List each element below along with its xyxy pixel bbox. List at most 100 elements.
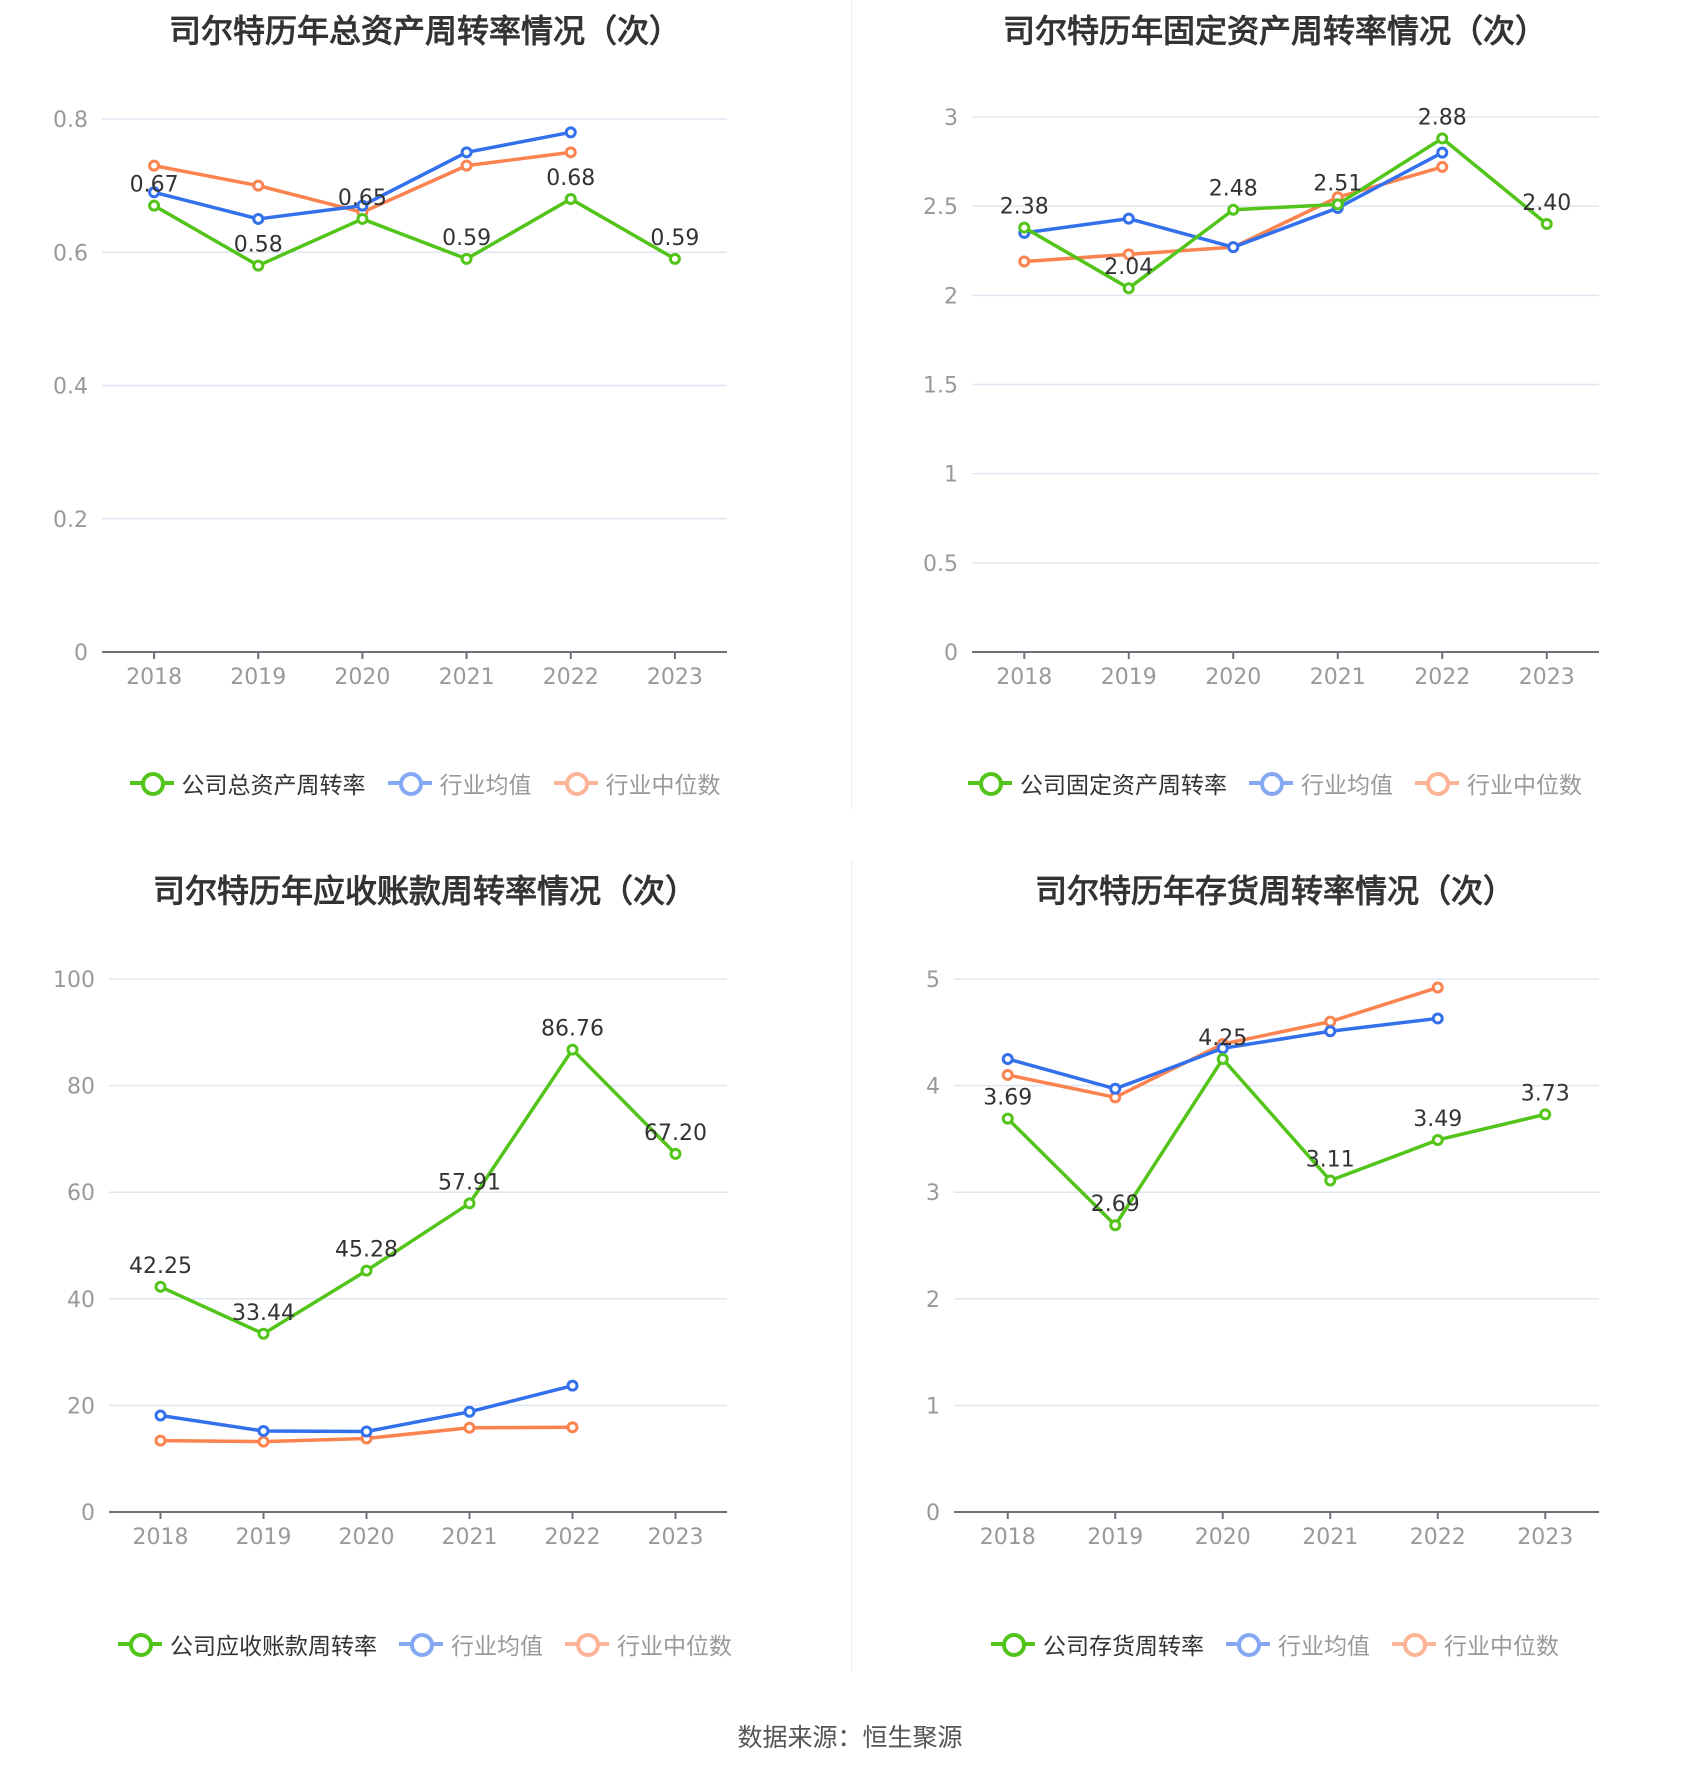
industry-avg-series-point[interactable]	[1436, 146, 1449, 159]
data-label: 42.25	[129, 1254, 192, 1279]
industry-avg-series-point[interactable]	[1324, 1025, 1337, 1038]
legend: 公司应收账款周转率 行业均值 行业中位数	[0, 1627, 850, 1661]
industry-avg-series-point[interactable]	[1227, 241, 1240, 254]
company-series-point[interactable]	[566, 1043, 579, 1056]
industry-median-series-point[interactable]	[1122, 248, 1135, 261]
legend-item-industry-avg-series[interactable]: 行业均值	[1226, 1627, 1370, 1661]
company-series-point[interactable]	[1122, 282, 1135, 295]
industry-median-series-point[interactable]	[463, 1421, 476, 1434]
industry-median-series-point[interactable]	[1436, 160, 1449, 173]
company-series-point[interactable]	[1227, 203, 1240, 216]
x-tick-label: 2023	[648, 1525, 704, 1550]
legend-item-industry-median-series[interactable]: 行业中位数	[565, 1627, 732, 1661]
company-series-point[interactable]	[1324, 1174, 1337, 1187]
legend-label: 行业均值	[439, 773, 532, 799]
legend-label: 行业中位数	[1467, 773, 1582, 799]
legend: 公司固定资产周转率 行业均值 行业中位数	[850, 766, 1700, 800]
legend-item-industry-median-series[interactable]: 行业中位数	[1415, 766, 1582, 800]
y-tick-label: 5	[926, 968, 940, 993]
industry-median-series-point[interactable]	[154, 1434, 167, 1447]
company-series-line	[1006, 1057, 1546, 1227]
data-label: 2.51	[1313, 171, 1362, 196]
legend-item-industry-median-series[interactable]: 行业中位数	[1392, 1627, 1559, 1661]
x-tick-label: 2022	[545, 1525, 601, 1550]
data-label: 0.67	[130, 173, 179, 198]
legend: 公司总资产周转率 行业均值 行业中位数	[0, 766, 850, 800]
company-series-line	[1023, 136, 1548, 290]
company-series-point[interactable]	[1436, 132, 1449, 145]
company-series-point[interactable]	[1216, 1052, 1229, 1065]
data-label: 2.40	[1522, 191, 1571, 216]
industry-avg-series-point[interactable]	[356, 199, 369, 212]
company-series-point[interactable]	[668, 252, 681, 265]
x-tick-label: 2020	[334, 665, 390, 690]
company-series-point[interactable]	[463, 1197, 476, 1210]
industry-avg-series-point[interactable]	[1001, 1052, 1014, 1065]
industry-avg-series-point[interactable]	[463, 1405, 476, 1418]
industry-median-series-point[interactable]	[1001, 1068, 1014, 1081]
y-tick-label: 3	[926, 1181, 940, 1206]
industry-median-series-point[interactable]	[252, 179, 265, 192]
industry-avg-series-point[interactable]	[252, 212, 265, 225]
company-series-point[interactable]	[360, 1264, 373, 1277]
industry-avg-series-point[interactable]	[1431, 1012, 1444, 1025]
industry-median-series-point[interactable]	[257, 1435, 270, 1448]
company-series-point[interactable]	[154, 1280, 167, 1293]
y-tick-label: 60	[67, 1181, 95, 1206]
industry-avg-series-point[interactable]	[1109, 1082, 1122, 1095]
industry-median-series-point[interactable]	[1018, 255, 1031, 268]
industry-avg-series-point[interactable]	[1216, 1042, 1229, 1055]
x-tick-label: 2018	[996, 665, 1052, 690]
industry-avg-series-point[interactable]	[566, 1379, 579, 1392]
y-tick-label: 0.4	[53, 375, 88, 400]
legend-item-company-series[interactable]: 公司固定资产周转率	[968, 766, 1227, 800]
legend-item-industry-avg-series[interactable]: 行业均值	[1249, 766, 1393, 800]
company-series-point[interactable]	[1109, 1219, 1122, 1232]
legend-label: 公司固定资产周转率	[1020, 773, 1227, 799]
company-series-point[interactable]	[1540, 218, 1553, 230]
data-label: 0.58	[234, 233, 283, 258]
company-series-point[interactable]	[564, 192, 577, 205]
legend-item-industry-median-series[interactable]: 行业中位数	[553, 766, 721, 800]
y-tick-label: 20	[67, 1394, 95, 1419]
industry-avg-series-point[interactable]	[257, 1424, 270, 1437]
legend-label: 公司存货周转率	[1043, 1634, 1204, 1660]
industry-median-series-point[interactable]	[566, 1421, 579, 1434]
company-series-point[interactable]	[257, 1327, 270, 1340]
legend-item-company-series[interactable]: 公司应收账款周转率	[118, 1627, 377, 1661]
company-series-point[interactable]	[148, 199, 161, 212]
industry-median-series-point[interactable]	[564, 146, 577, 159]
company-series-point[interactable]	[1331, 198, 1344, 211]
industry-avg-series-point[interactable]	[564, 126, 577, 139]
industry-avg-series-point[interactable]	[360, 1425, 373, 1438]
legend-line-circle-icon	[118, 1632, 162, 1657]
company-series-point[interactable]	[252, 259, 265, 272]
y-tick-label: 0.6	[53, 241, 88, 266]
data-label: 2.38	[1000, 195, 1049, 220]
industry-avg-series-point[interactable]	[148, 186, 161, 199]
legend-label: 公司总资产周转率	[181, 773, 366, 799]
industry-median-series-point[interactable]	[1431, 981, 1444, 994]
legend-item-industry-avg-series[interactable]: 行业均值	[387, 766, 532, 800]
x-tick-label: 2022	[1414, 665, 1470, 690]
legend-line-circle-icon	[968, 771, 1012, 796]
legend-item-company-series[interactable]: 公司总资产周转率	[129, 766, 366, 800]
y-tick-label: 100	[53, 968, 95, 993]
x-tick-label: 2019	[1101, 665, 1157, 690]
industry-median-series-point[interactable]	[1324, 1015, 1337, 1028]
company-series-point[interactable]	[1539, 1108, 1552, 1121]
company-series-point[interactable]	[1001, 1112, 1014, 1125]
industry-median-series-point[interactable]	[460, 159, 473, 172]
industry-avg-series-point[interactable]	[1122, 212, 1135, 225]
company-series-point[interactable]	[669, 1147, 682, 1160]
legend-item-company-series[interactable]: 公司存货周转率	[991, 1627, 1204, 1661]
industry-avg-series-point[interactable]	[154, 1409, 167, 1422]
panel-divider-bottom	[851, 860, 852, 1672]
company-series-point[interactable]	[1431, 1133, 1444, 1146]
legend-item-industry-avg-series[interactable]: 行业均值	[399, 1627, 543, 1661]
company-series-point[interactable]	[1018, 221, 1031, 234]
industry-avg-series-point[interactable]	[460, 146, 473, 159]
industry-median-series-point[interactable]	[148, 159, 161, 172]
company-series-point[interactable]	[356, 212, 369, 225]
company-series-point[interactable]	[460, 252, 473, 265]
